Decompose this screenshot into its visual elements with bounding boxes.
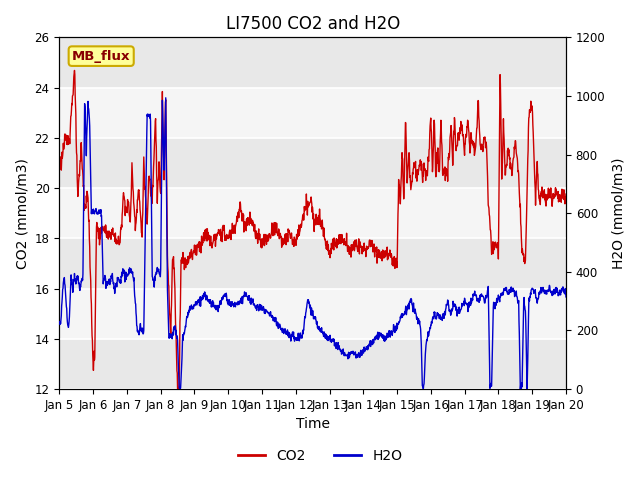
Y-axis label: CO2 (mmol/m3): CO2 (mmol/m3) <box>15 158 29 269</box>
Legend: CO2, H2O: CO2, H2O <box>232 443 408 468</box>
Bar <box>60 288 566 339</box>
Text: MB_flux: MB_flux <box>72 49 131 63</box>
Bar <box>60 188 566 239</box>
Y-axis label: H2O (mmol/m3): H2O (mmol/m3) <box>611 157 625 269</box>
Bar <box>60 87 566 138</box>
Title: LI7500 CO2 and H2O: LI7500 CO2 and H2O <box>225 15 400 33</box>
X-axis label: Time: Time <box>296 418 330 432</box>
